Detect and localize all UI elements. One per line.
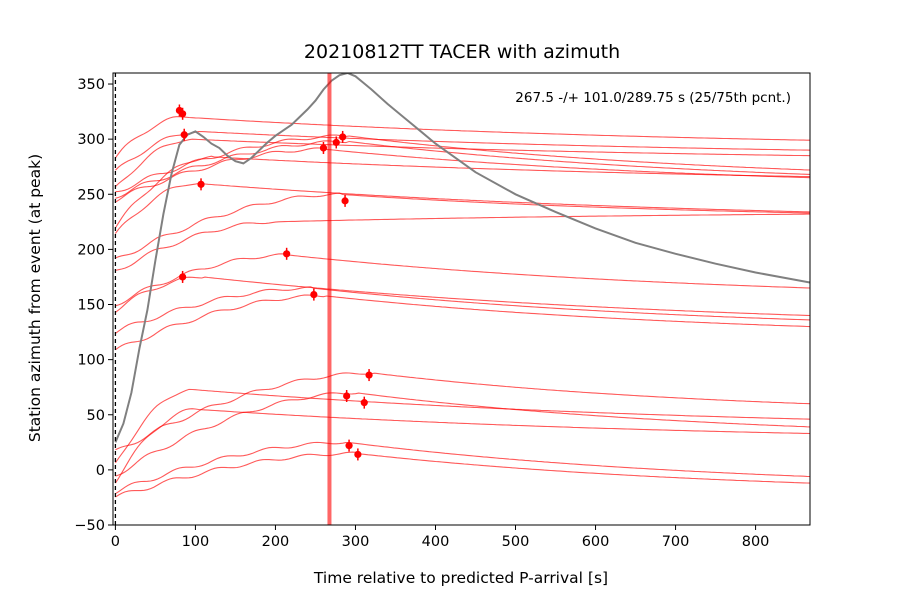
peak-marker xyxy=(345,442,353,450)
y-tick-label: 200 xyxy=(77,242,105,258)
x-axis: 0 100 200 300 400 500 600 700 800 xyxy=(111,525,770,550)
peak-marker xyxy=(179,273,187,281)
y-tick-label: 0 xyxy=(96,463,105,479)
x-tick-label: 300 xyxy=(342,534,370,550)
station-trace-line xyxy=(114,388,810,464)
y-tick-label: 350 xyxy=(77,77,105,93)
station-trace-line xyxy=(115,372,810,451)
y-tick-label: 150 xyxy=(77,298,105,314)
y-tick-label: 50 xyxy=(87,408,105,424)
percentile-annotation: 267.5 -/+ 101.0/289.75 s (25/75th pcnt.) xyxy=(515,90,791,106)
x-tick-label: 800 xyxy=(742,534,770,550)
x-axis-label: Time relative to predicted P-arrival [s] xyxy=(313,569,608,587)
x-tick-label: 500 xyxy=(502,534,530,550)
station-trace-line xyxy=(115,140,810,199)
y-tick-label: 250 xyxy=(77,187,105,203)
station-trace-line xyxy=(115,276,810,317)
peak-marker xyxy=(339,133,347,141)
station-trace-line xyxy=(115,134,810,193)
x-tick-label: 700 xyxy=(662,534,690,550)
envelope-line xyxy=(114,73,810,443)
x-tick-label: 0 xyxy=(111,534,120,550)
station-trace-line xyxy=(115,286,810,334)
station-trace-line xyxy=(115,441,810,495)
plot-area xyxy=(114,73,810,525)
peak-marker xyxy=(354,450,362,459)
x-tick-label: 400 xyxy=(422,534,450,550)
y-axis-label: Station azimuth from event (at peak) xyxy=(26,154,44,442)
station-trace-line xyxy=(115,253,810,307)
peak-marker xyxy=(365,371,373,379)
x-tick-label: 600 xyxy=(582,534,610,550)
station-trace-line xyxy=(115,192,810,259)
peak-marker xyxy=(332,138,340,147)
x-tick-label: 100 xyxy=(182,534,210,550)
peak-marker xyxy=(343,392,351,400)
chart-title: 20210812TT TACER with azimuth xyxy=(304,41,620,63)
y-axis: −50 0 50 100 150 200 250 300 350 xyxy=(74,77,113,534)
peak-marker xyxy=(197,180,205,188)
y-tick-label: −50 xyxy=(74,518,105,534)
peak-marker xyxy=(319,144,328,152)
station-trace-line xyxy=(115,130,810,171)
plot-frame xyxy=(112,72,811,526)
station-trace-line xyxy=(114,182,810,234)
peak-marker xyxy=(283,250,291,258)
station-trace-line xyxy=(115,392,810,477)
x-tick-label: 200 xyxy=(262,534,290,550)
peak-marker xyxy=(341,197,349,205)
y-tick-label: 100 xyxy=(77,353,105,369)
peak-marker xyxy=(179,110,187,118)
station-trace-line xyxy=(115,294,810,351)
station-trace-line xyxy=(114,408,810,484)
station-trace-line xyxy=(115,213,810,271)
y-tick-label: 300 xyxy=(77,132,105,148)
peak-marker xyxy=(180,131,188,139)
station-trace-line xyxy=(115,451,810,498)
peak-marker xyxy=(360,399,368,407)
station-trace-line xyxy=(114,116,810,159)
peak-marker xyxy=(310,290,318,299)
